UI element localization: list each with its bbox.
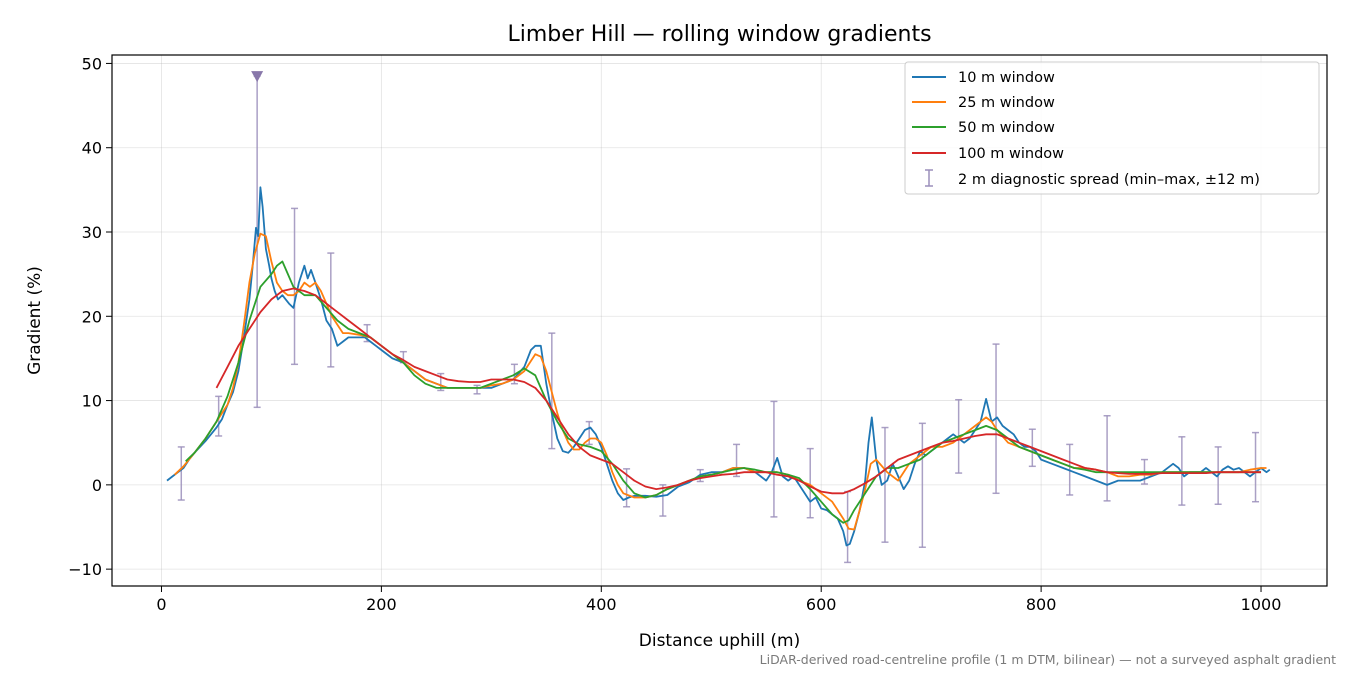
y-tick-label: 0 <box>92 476 102 495</box>
y-tick-label: 40 <box>82 139 102 158</box>
plot-frame <box>111 54 1328 587</box>
series-layer <box>166 186 1271 547</box>
footnote: LiDAR-derived road-centreline profile (1… <box>760 652 1336 667</box>
errorbar <box>1252 431 1260 503</box>
errorbar <box>1103 414 1111 502</box>
errorbar <box>473 384 481 395</box>
x-axis-label: Distance uphill (m) <box>639 631 800 651</box>
errorbar <box>806 447 814 519</box>
y-tick-label: 50 <box>82 54 102 73</box>
errorbar <box>177 446 185 501</box>
chart-title: Limber Hill — rolling window gradients <box>507 22 931 47</box>
y-axis-label: Gradient (%) <box>25 266 45 375</box>
errorbar <box>733 443 741 478</box>
x-tick-label: 600 <box>806 595 837 614</box>
errorbar <box>1178 436 1186 506</box>
clipped-marker <box>251 71 264 83</box>
legend-label-100m: 100 m window <box>958 146 1064 162</box>
legend-label-errorbar: 2 m diagnostic spread (min–max, ±12 m) <box>958 172 1260 188</box>
y-tick-label: 20 <box>82 307 102 326</box>
y-axis-ticks: −10 0 10 20 30 40 50 <box>68 54 112 579</box>
x-tick-label: 800 <box>1026 595 1057 614</box>
legend-box <box>904 61 1320 195</box>
x-tick-label: 400 <box>586 595 617 614</box>
errorbar <box>291 207 299 366</box>
errorbar <box>327 252 335 368</box>
errorbar-layer <box>177 75 1260 564</box>
legend-label-50m: 50 m window <box>958 120 1055 136</box>
legend-label-25m: 25 m window <box>958 95 1055 111</box>
series-line-2 <box>185 260 1261 524</box>
y-tick-label: −10 <box>68 560 102 579</box>
legend-swatch-errorbar <box>925 169 933 187</box>
x-tick-label: 0 <box>156 595 166 614</box>
x-tick-label: 1000 <box>1241 595 1282 614</box>
legend: 10 m window 25 m window 50 m window 100 … <box>904 61 1320 195</box>
errorbar <box>918 422 926 548</box>
x-axis-ticks: 0 200 400 600 800 1000 <box>156 586 1281 614</box>
y-tick-label: 10 <box>82 392 102 411</box>
y-tick-label: 30 <box>82 223 102 242</box>
x-tick-label: 200 <box>366 595 397 614</box>
errorbar <box>881 426 889 543</box>
errorbar <box>659 484 667 517</box>
marker-layer <box>251 71 264 83</box>
errorbar <box>585 420 593 446</box>
series-line-3 <box>215 287 1261 495</box>
errorbar <box>770 400 778 518</box>
legend-label-10m: 10 m window <box>958 70 1055 86</box>
